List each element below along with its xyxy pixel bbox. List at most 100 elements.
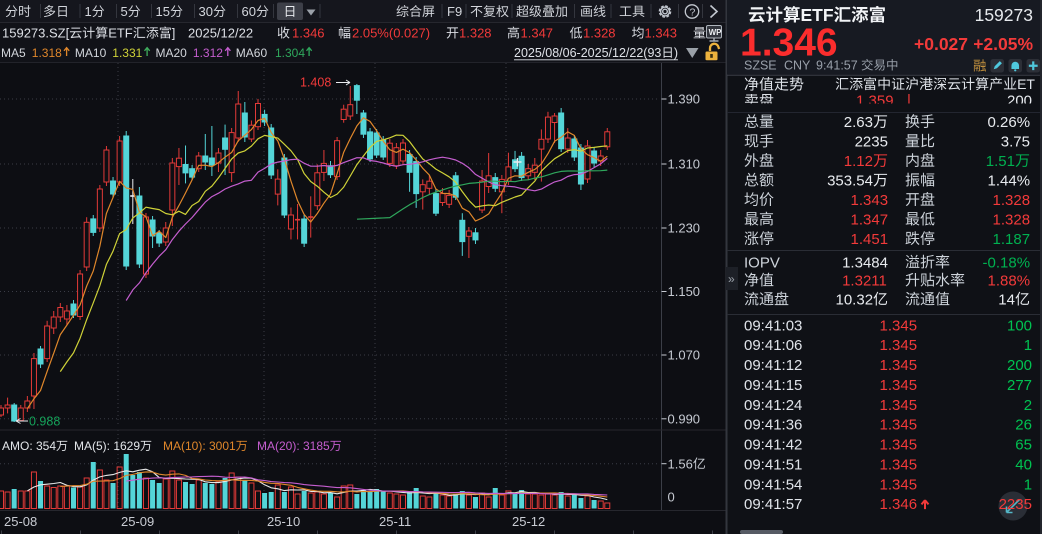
svg-text:F9: F9 xyxy=(447,4,462,19)
svg-text:1: 1 xyxy=(1024,337,1032,354)
svg-text:1.347: 1.347 xyxy=(851,211,889,228)
svg-text:1.51: 1.51 xyxy=(986,153,1015,170)
svg-text:0.990: 0.990 xyxy=(668,411,701,426)
svg-text:40: 40 xyxy=(1015,456,1032,473)
svg-text:IOPV: IOPV xyxy=(744,254,780,271)
svg-text:1.451: 1.451 xyxy=(851,231,889,248)
svg-text:1.345: 1.345 xyxy=(880,417,918,434)
svg-text:100: 100 xyxy=(1007,317,1032,334)
svg-text:+2.05%: +2.05% xyxy=(973,34,1033,54)
svg-text:1.328: 1.328 xyxy=(993,192,1031,209)
svg-text:1.88%: 1.88% xyxy=(988,272,1031,289)
svg-text:1: 1 xyxy=(1024,476,1032,493)
svg-text:MA(10): 3001: MA(10): 3001 xyxy=(163,439,236,453)
svg-text:2025/08/06-2025/12/22(93: 2025/08/06-2025/12/22(93 xyxy=(514,46,661,60)
svg-text:159273: 159273 xyxy=(975,5,1033,25)
svg-text:09:41:06: 09:41:06 xyxy=(744,337,802,354)
svg-text:200: 200 xyxy=(1007,93,1032,110)
svg-text:ET: ET xyxy=(1017,76,1035,92)
svg-text:10.32: 10.32 xyxy=(836,291,874,308)
svg-text:25-12: 25-12 xyxy=(512,514,545,529)
svg-text:0: 0 xyxy=(668,490,675,505)
svg-text:MA(20): 3185: MA(20): 3185 xyxy=(257,439,330,453)
svg-text:]: ] xyxy=(172,26,176,41)
svg-text:25-11: 25-11 xyxy=(379,514,411,529)
svg-text:1.318: 1.318 xyxy=(32,46,62,60)
svg-text:CNY: CNY xyxy=(784,59,811,73)
svg-text:1.56: 1.56 xyxy=(668,456,693,471)
svg-text:30: 30 xyxy=(199,4,213,19)
svg-text:1.187: 1.187 xyxy=(993,231,1031,248)
svg-text:1.328: 1.328 xyxy=(583,26,616,41)
svg-text:1.345: 1.345 xyxy=(880,397,918,414)
svg-text:353.54: 353.54 xyxy=(827,172,873,189)
svg-text:2235: 2235 xyxy=(999,496,1032,513)
svg-text:MA(5): 1629: MA(5): 1629 xyxy=(74,439,140,453)
svg-text:1.310: 1.310 xyxy=(668,157,701,172)
svg-text:ETF: ETF xyxy=(801,5,834,25)
svg-text:MA20: MA20 xyxy=(156,46,188,60)
svg-text:1.345: 1.345 xyxy=(880,456,918,473)
svg-text:ETF: ETF xyxy=(108,26,133,41)
svg-text:0.26%: 0.26% xyxy=(988,114,1031,131)
svg-text:09:41:36: 09:41:36 xyxy=(744,417,802,434)
svg-text:1.346: 1.346 xyxy=(880,496,918,513)
svg-text:09:41:03: 09:41:03 xyxy=(744,317,802,334)
svg-text:0.988: 0.988 xyxy=(29,415,60,429)
svg-text:1.070: 1.070 xyxy=(668,348,701,363)
svg-text:09:41:54: 09:41:54 xyxy=(744,476,802,493)
svg-text:1.304: 1.304 xyxy=(275,46,305,60)
svg-text:MA10: MA10 xyxy=(75,46,107,60)
svg-text:2025/12/22: 2025/12/22 xyxy=(188,26,253,41)
svg-text:60: 60 xyxy=(242,4,256,19)
svg-text:SZSE: SZSE xyxy=(744,59,777,73)
svg-text:2235: 2235 xyxy=(855,133,888,150)
svg-text:1.328: 1.328 xyxy=(459,26,492,41)
svg-text:MA5: MA5 xyxy=(1,46,26,60)
svg-text:1.345: 1.345 xyxy=(880,437,918,454)
svg-text:1.345: 1.345 xyxy=(880,377,918,394)
svg-text:26: 26 xyxy=(1015,417,1032,434)
svg-text:1.12: 1.12 xyxy=(844,153,873,170)
svg-text:1.345: 1.345 xyxy=(880,337,918,354)
svg-text:2.63: 2.63 xyxy=(844,114,873,131)
svg-text:1.390: 1.390 xyxy=(668,92,701,107)
svg-text:1.331: 1.331 xyxy=(112,46,142,60)
svg-text:1.359: 1.359 xyxy=(856,93,894,110)
svg-text:14: 14 xyxy=(998,291,1015,308)
svg-text:5: 5 xyxy=(121,4,128,19)
svg-text:3.75: 3.75 xyxy=(1001,133,1030,150)
svg-text:MA60: MA60 xyxy=(236,46,268,60)
svg-text:1.345: 1.345 xyxy=(880,317,918,334)
svg-text:AMO: 354: AMO: 354 xyxy=(2,439,56,453)
svg-text:2: 2 xyxy=(1024,397,1032,414)
svg-text:»: » xyxy=(728,272,735,286)
svg-text:1.328: 1.328 xyxy=(993,211,1031,228)
svg-text:WP: WP xyxy=(709,28,723,37)
svg-text:9:41:57: 9:41:57 xyxy=(816,59,858,73)
svg-text:1.343: 1.343 xyxy=(851,192,889,209)
svg-text:?: ? xyxy=(690,7,696,19)
svg-text:): ) xyxy=(674,46,678,60)
svg-text:1.347: 1.347 xyxy=(521,26,554,41)
svg-text:277: 277 xyxy=(1007,377,1032,394)
svg-text:25-10: 25-10 xyxy=(267,514,300,529)
svg-text:09:41:57: 09:41:57 xyxy=(744,496,802,513)
svg-text:159273.SZ[: 159273.SZ[ xyxy=(2,26,70,41)
svg-text:65: 65 xyxy=(1015,437,1032,454)
svg-text:200: 200 xyxy=(1007,357,1032,374)
svg-text:1.312: 1.312 xyxy=(193,46,223,60)
svg-text:1.346: 1.346 xyxy=(292,26,325,41)
svg-text:1.3484: 1.3484 xyxy=(842,254,888,271)
svg-text:1.408: 1.408 xyxy=(300,76,331,90)
svg-text:1.230: 1.230 xyxy=(668,221,701,236)
svg-text:1: 1 xyxy=(85,4,92,19)
svg-text:-0.18%: -0.18% xyxy=(983,254,1031,271)
svg-text:1.345: 1.345 xyxy=(880,476,918,493)
svg-text:1.343: 1.343 xyxy=(645,26,678,41)
svg-text:1.345: 1.345 xyxy=(880,357,918,374)
svg-text:09:41:24: 09:41:24 xyxy=(744,397,802,414)
svg-text:09:41:51: 09:41:51 xyxy=(744,456,802,473)
svg-text:15: 15 xyxy=(156,4,170,19)
svg-text:09:41:12: 09:41:12 xyxy=(744,357,802,374)
